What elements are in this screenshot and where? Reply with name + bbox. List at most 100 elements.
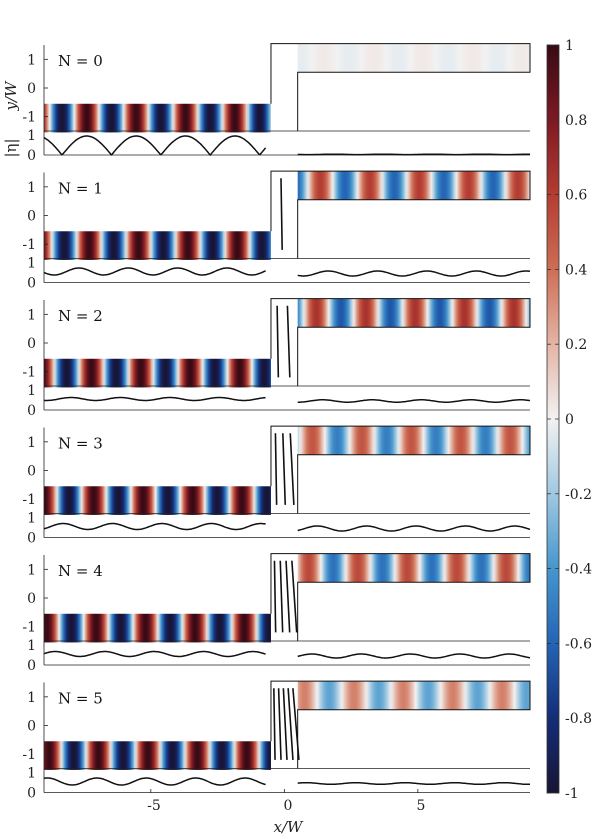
y-tick-label: -1: [22, 492, 36, 508]
colorbar-tick-label: 0.4: [565, 262, 587, 278]
waveguide-outline: [270, 298, 531, 386]
eta-incident-curve: [43, 522, 266, 531]
colorbar-tick-label: 0.2: [565, 337, 587, 353]
transmitted-field: [297, 171, 530, 200]
plate: [285, 560, 291, 633]
plate: [292, 688, 300, 760]
plate: [286, 305, 291, 378]
colorbar-tick-label: -1: [565, 786, 579, 802]
eta-incident-curve: [43, 777, 266, 786]
incident-field: [44, 103, 271, 133]
plate: [274, 433, 278, 505]
y-tick-label: 1: [27, 180, 36, 196]
eta-tick-label: 0: [27, 531, 36, 547]
eta-incident-curve: [43, 135, 267, 157]
x-tick-label: 5: [417, 798, 426, 814]
panel-N1: 1 0 -1 N = 1 1 0: [22, 170, 531, 292]
y-tick-label: 1: [27, 562, 36, 578]
transmitted-field: [297, 681, 530, 710]
colorbar: 1 0.8 0.6 0.4 0.2 0 -0.2 -0.4 -0.6 -0.8 -1: [546, 38, 592, 802]
y-tick-label: 0: [27, 336, 36, 352]
eta-tick-label: 0: [27, 403, 36, 419]
colorbar-tick-label: -0.8: [565, 711, 592, 727]
panel-N0: 1 0 -1 N = 0 1 0: [22, 43, 531, 164]
x-tick-label: -5: [147, 798, 161, 814]
plate: [282, 688, 288, 760]
plate: [282, 433, 287, 505]
eta-tick-label: 1: [27, 511, 36, 527]
incident-field: [44, 613, 271, 643]
panels: 1 0 -1 N = 0 1 0 1 0 -1 N = 1 1 0 1 0 -1 N = 2 1 0 1 0 -1 N =…: [22, 43, 531, 802]
colorbar-tick-label: -0.2: [565, 487, 592, 503]
panel-label: N = 3: [58, 435, 103, 453]
incident-field: [44, 741, 271, 770]
waveguide-outline: [270, 43, 531, 131]
waveguide-outline: [270, 170, 531, 259]
panel-label: N = 0: [58, 52, 103, 70]
y-tick-label: 0: [27, 81, 36, 97]
plate: [277, 688, 282, 760]
plate: [289, 433, 295, 505]
colorbar-tick-label: -0.4: [565, 562, 592, 578]
panel-label: N = 1: [58, 180, 103, 198]
eta-transmitted-curve: [297, 653, 531, 659]
panel-N5: 1 0 -1 N = 5 1 0: [22, 680, 531, 802]
panel-label: N = 4: [58, 562, 103, 580]
incident-field: [44, 231, 271, 260]
colorbar-tick-label: 0.8: [565, 113, 587, 129]
y-tick-label: 0: [27, 464, 36, 480]
incident-field: [44, 358, 271, 388]
waveguide-outline: [270, 680, 531, 769]
eta-tick-label: 1: [27, 128, 36, 144]
transmitted-field: [297, 426, 530, 455]
plate: [291, 560, 298, 633]
y-tick-label: 1: [27, 307, 36, 323]
y-tick-label: 1: [27, 52, 36, 68]
y-tick-label: 0: [27, 591, 36, 607]
eta-tick-label: 1: [27, 638, 36, 654]
eta-transmitted-curve: [297, 781, 530, 786]
eta-tick-label: 1: [27, 766, 36, 782]
colorbar-tick-label: 1: [565, 38, 574, 54]
panel-N4: 1 0 -1 N = 4 1 0: [22, 553, 531, 674]
y-tick-label: 0: [27, 209, 36, 225]
eta-tick-label: 0: [27, 276, 36, 292]
colorbar-tick-label: 0.6: [565, 188, 587, 204]
eta-incident-curve: [43, 267, 266, 276]
eta-transmitted-curve: [297, 525, 531, 532]
eta-tick-label: 1: [27, 383, 36, 399]
y-tick-label: 1: [27, 435, 36, 451]
y-tick-label: -1: [22, 110, 36, 126]
plate: [279, 560, 284, 633]
eta-tick-label: 0: [27, 786, 36, 802]
panel-N2: 1 0 -1 N = 2 1 0: [22, 298, 531, 419]
eta-incident-curve: [43, 650, 266, 658]
y-tick-label: -1: [22, 237, 36, 253]
colorbar-tick-label: 0: [565, 412, 574, 428]
plate: [273, 560, 277, 633]
incident-field: [44, 486, 271, 515]
eta-axis-label: |η|: [2, 138, 20, 157]
colorbar-tick-label: -0.6: [565, 636, 592, 652]
panel-label: N = 5: [58, 690, 103, 708]
eta-tick-label: 0: [27, 148, 36, 164]
transmitted-field: [297, 298, 530, 328]
waveguide-outline: [270, 425, 531, 514]
panel-N3: 1 0 -1 N = 3 1 0: [22, 425, 531, 547]
plate: [276, 305, 280, 378]
waveguide-outline: [270, 553, 531, 641]
x-axis: -5 0 5 x/W: [147, 798, 425, 836]
plate: [287, 688, 294, 760]
colorbar-ticks: 1 0.8 0.6 0.4 0.2 0 -0.2 -0.4 -0.6 -0.8 -1: [547, 38, 592, 802]
eta-incident-curve: [43, 396, 266, 402]
y-tick-label: -1: [22, 747, 36, 763]
plate: [280, 178, 283, 250]
eta-tick-label: 1: [27, 256, 36, 272]
x-axis-label: x/W: [274, 818, 305, 836]
y-tick-label: 1: [27, 690, 36, 706]
y-axis-label: y/W: [2, 80, 20, 112]
x-tick-label: 0: [284, 798, 293, 814]
eta-tick-label: 0: [27, 658, 36, 674]
eta-transmitted-curve: [297, 399, 531, 403]
